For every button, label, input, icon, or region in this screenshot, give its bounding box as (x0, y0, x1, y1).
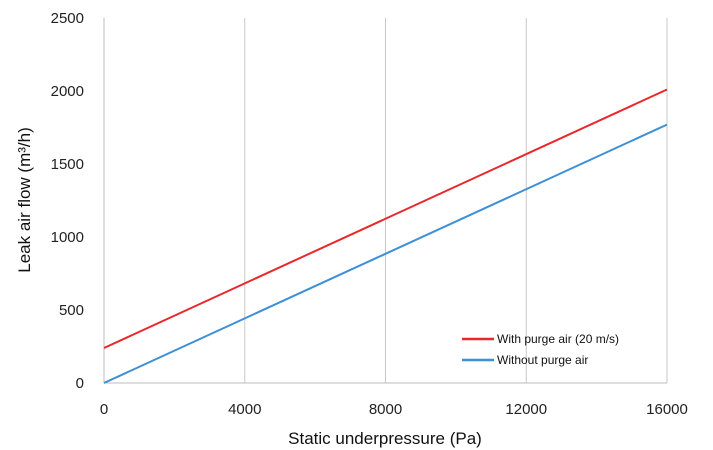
x-tick-label: 4000 (228, 401, 261, 418)
x-tick-label: 16000 (646, 401, 688, 418)
x-axis-title: Static underpressure (Pa) (288, 429, 482, 448)
x-tick-labels: 0 4000 8000 12000 16000 (100, 401, 688, 418)
y-tick-label: 500 (59, 302, 84, 319)
y-tick-label: 2000 (51, 83, 84, 100)
series-line-1 (103, 88, 668, 349)
series-layer (103, 88, 668, 384)
y-tick-label: 1000 (51, 229, 84, 246)
x-tick-label: 0 (100, 401, 108, 418)
y-tick-label: 0 (76, 375, 84, 392)
x-tick-label: 12000 (505, 401, 547, 418)
y-axis-title: Leak air flow (m³/h) (15, 127, 34, 272)
legend-label: Without purge air (497, 353, 588, 367)
legend-label: With purge air (20 m/s) (497, 332, 619, 346)
y-tick-label: 1500 (51, 156, 84, 173)
series-line-2 (103, 123, 668, 384)
grid-layer (244, 18, 668, 383)
y-tick-labels: 0 500 1000 1500 2000 2500 (51, 10, 84, 392)
legend: With purge air (20 m/s) Without purge air (462, 332, 619, 367)
x-tick-label: 8000 (369, 401, 402, 418)
y-tick-label: 2500 (51, 10, 84, 27)
axes-layer (103, 18, 667, 384)
